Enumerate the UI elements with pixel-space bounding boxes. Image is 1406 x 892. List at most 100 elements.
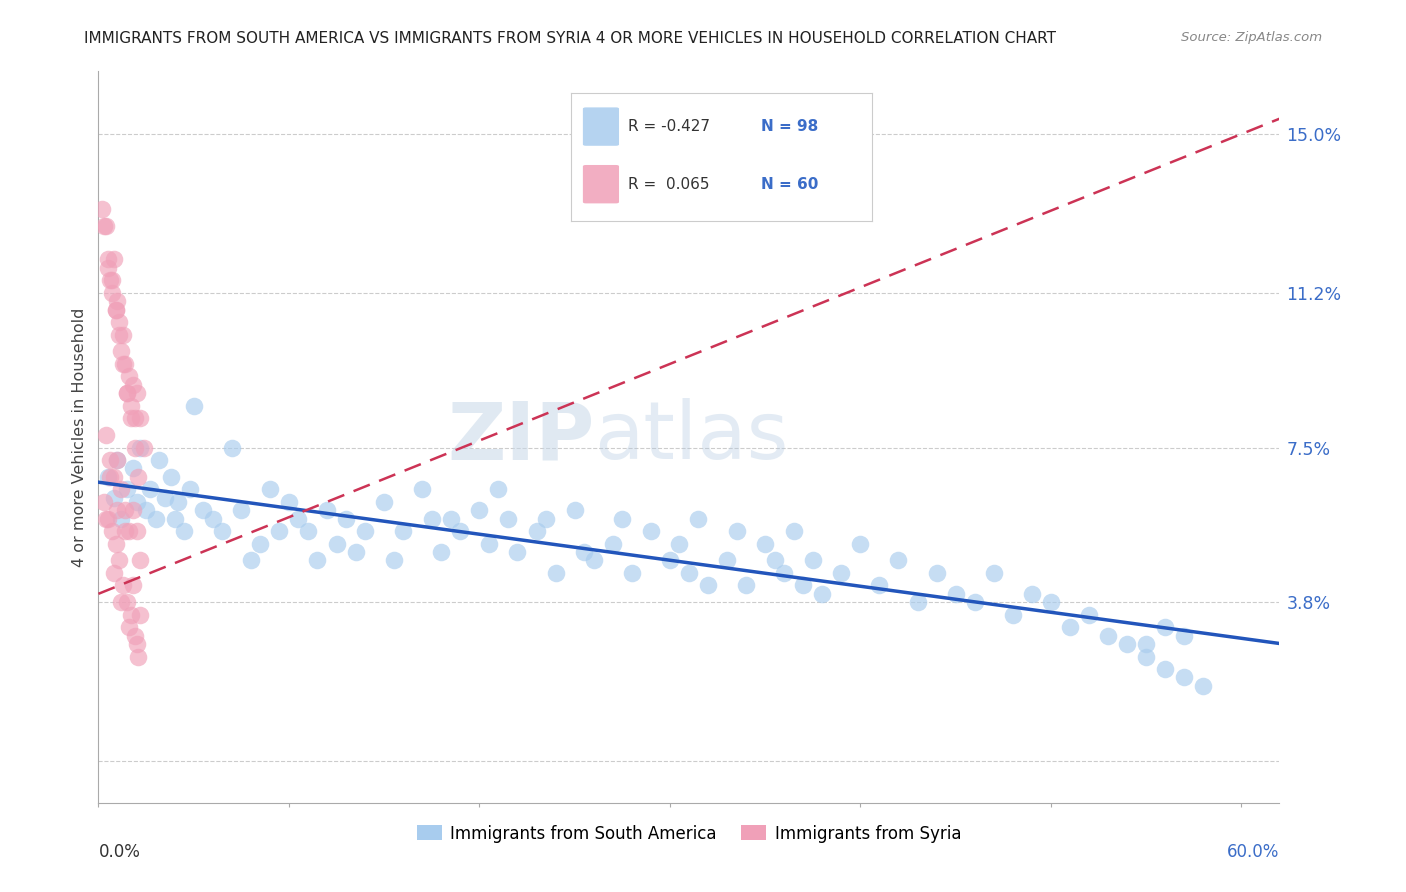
Point	[792, 578, 814, 592]
Point	[201, 511, 224, 525]
Point	[269, 524, 291, 538]
Point	[849, 536, 872, 550]
Point	[612, 511, 634, 525]
Point	[110, 483, 132, 497]
Point	[1039, 595, 1062, 609]
Point	[735, 578, 758, 592]
Point	[110, 595, 132, 609]
Point	[103, 566, 125, 580]
Point	[153, 491, 176, 505]
Point	[115, 386, 138, 401]
Point	[297, 524, 319, 538]
Point	[1097, 629, 1119, 643]
Point	[125, 495, 148, 509]
Point	[534, 511, 557, 525]
Point	[121, 578, 143, 592]
Point	[1173, 629, 1195, 643]
Point	[287, 511, 309, 525]
Point	[564, 503, 586, 517]
Point	[640, 524, 662, 538]
Point	[496, 511, 519, 525]
Point	[325, 536, 347, 550]
Point	[1135, 649, 1157, 664]
Point	[120, 607, 142, 622]
Point	[108, 327, 131, 342]
Point	[488, 483, 510, 497]
Point	[193, 503, 215, 517]
Point	[506, 545, 529, 559]
Point	[1116, 637, 1139, 651]
Point	[382, 553, 405, 567]
Point	[129, 607, 152, 622]
Point	[1001, 607, 1024, 622]
Point	[963, 595, 986, 609]
Point	[725, 524, 748, 538]
Point	[1192, 679, 1215, 693]
Point	[115, 386, 138, 401]
Point	[129, 553, 152, 567]
Point	[811, 587, 834, 601]
Point	[94, 219, 117, 233]
Point	[373, 495, 395, 509]
Point	[93, 495, 115, 509]
Point	[945, 587, 967, 601]
Y-axis label: 4 or more Vehicles in Household: 4 or more Vehicles in Household	[72, 308, 87, 566]
Point	[100, 524, 122, 538]
Point	[120, 399, 142, 413]
Point	[124, 441, 146, 455]
Point	[544, 566, 567, 580]
Point	[167, 495, 190, 509]
Point	[98, 453, 121, 467]
Point	[108, 553, 131, 567]
Point	[121, 503, 143, 517]
Point	[127, 649, 149, 664]
Point	[688, 511, 710, 525]
Point	[697, 578, 720, 592]
Text: atlas: atlas	[595, 398, 789, 476]
Point	[135, 503, 157, 517]
Point	[107, 453, 129, 467]
Point	[763, 553, 786, 567]
Legend: Immigrants from South America, Immigrants from Syria: Immigrants from South America, Immigrant…	[411, 818, 967, 849]
Point	[124, 411, 146, 425]
Point	[907, 595, 929, 609]
Point	[183, 399, 205, 413]
Point	[110, 344, 132, 359]
Point	[94, 511, 117, 525]
Point	[620, 566, 643, 580]
Point	[179, 483, 201, 497]
Point	[97, 252, 120, 267]
Point	[411, 483, 433, 497]
Point	[104, 536, 127, 550]
Point	[139, 483, 162, 497]
Point	[121, 377, 143, 392]
Point	[420, 511, 443, 525]
Text: Source: ZipAtlas.com: Source: ZipAtlas.com	[1181, 31, 1322, 45]
Point	[1078, 607, 1101, 622]
Point	[118, 620, 141, 634]
Point	[783, 524, 806, 538]
Point	[118, 369, 141, 384]
Point	[163, 511, 186, 525]
Point	[658, 553, 681, 567]
Point	[316, 503, 339, 517]
Point	[103, 252, 125, 267]
Point	[925, 566, 948, 580]
Point	[134, 441, 156, 455]
Point	[125, 524, 148, 538]
Point	[110, 511, 132, 525]
Text: 0.0%: 0.0%	[98, 843, 141, 861]
Text: ZIP: ZIP	[447, 398, 595, 476]
Point	[127, 470, 149, 484]
Point	[754, 536, 776, 550]
Point	[221, 441, 243, 455]
Point	[107, 503, 129, 517]
Point	[468, 503, 491, 517]
Point	[98, 273, 121, 287]
Point	[94, 428, 117, 442]
Point	[249, 536, 271, 550]
Point	[716, 553, 738, 567]
Point	[830, 566, 852, 580]
Point	[129, 411, 152, 425]
Point	[100, 285, 122, 300]
